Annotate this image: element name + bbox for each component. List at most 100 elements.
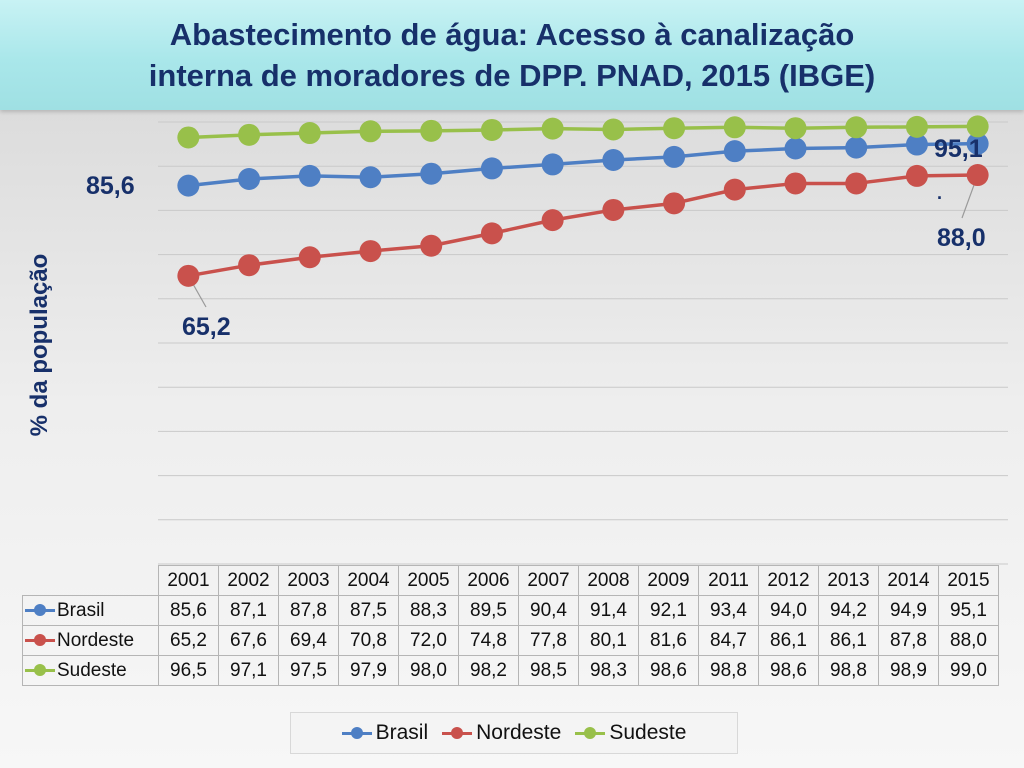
year-header-2006: 2006 xyxy=(458,565,519,596)
table-cell: 86,1 xyxy=(758,625,819,656)
data-point-nordeste-2002 xyxy=(238,254,261,277)
data-point-sudeste-2015 xyxy=(966,115,989,138)
year-header-2003: 2003 xyxy=(278,565,339,596)
callout-nordeste-2015: 88,0 xyxy=(937,224,986,252)
chart-title-line-1: Abastecimento de água: Acesso à canaliza… xyxy=(169,17,855,52)
table-header-row: 2001 2002 2003 2004 2005 2006 2007 2008 2009 2011… xyxy=(22,565,999,596)
table-cell: 98,0 xyxy=(398,655,459,686)
year-header-2007: 2007 xyxy=(518,565,579,596)
data-point-sudeste-2014 xyxy=(905,115,928,138)
table-cell: 97,5 xyxy=(278,655,339,686)
data-point-sudeste-2001 xyxy=(177,126,200,149)
table-cell: 69,4 xyxy=(278,625,339,656)
data-point-sudeste-2003 xyxy=(298,122,321,145)
year-header-2004: 2004 xyxy=(338,565,399,596)
series-name-cell: Nordeste xyxy=(22,625,159,656)
data-point-nordeste-2008 xyxy=(602,198,625,221)
year-header-2002: 2002 xyxy=(218,565,279,596)
year-header-2009: 2009 xyxy=(638,565,699,596)
callout-brasil-2015: 95,1 xyxy=(934,135,983,163)
table-cell: 81,6 xyxy=(638,625,699,656)
table-cell: 65,2 xyxy=(158,625,219,656)
legend-item-brasil: Brasil xyxy=(341,721,429,745)
series-name-label: Brasil xyxy=(57,599,105,621)
table-cell: 98,6 xyxy=(638,655,699,686)
series-marker-icon xyxy=(341,727,372,739)
data-point-nordeste-2007 xyxy=(541,209,564,232)
series-name-label: Nordeste xyxy=(57,629,135,651)
data-point-brasil-2014 xyxy=(905,133,928,156)
data-point-nordeste-2006 xyxy=(480,222,503,245)
table-cell: 70,8 xyxy=(338,625,399,656)
table-cell: 98,9 xyxy=(878,655,939,686)
table-cell: 98,6 xyxy=(758,655,819,686)
data-point-brasil-2015 xyxy=(966,132,989,155)
data-point-nordeste-2012 xyxy=(784,172,807,195)
data-point-brasil-2007 xyxy=(541,153,564,176)
table-cell: 94,2 xyxy=(818,595,879,626)
year-header-2011: 2011 xyxy=(698,565,759,596)
legend-label: Brasil xyxy=(375,721,429,744)
table-cell: 98,3 xyxy=(578,655,639,686)
chart-legend: Brasil Nordeste Sudeste xyxy=(290,712,738,754)
year-header-2014: 2014 xyxy=(878,565,939,596)
chart-header: Abastecimento de água: Acesso à canaliza… xyxy=(0,0,1024,110)
series-marker-icon xyxy=(25,634,55,647)
data-point-nordeste-2004 xyxy=(359,240,382,263)
table-cell: 92,1 xyxy=(638,595,699,626)
table-cell: 97,1 xyxy=(218,655,279,686)
data-point-nordeste-2009 xyxy=(663,192,686,215)
data-point-nordeste-2014 xyxy=(905,164,928,187)
data-point-sudeste-2007 xyxy=(541,117,564,140)
data-point-sudeste-2008 xyxy=(602,118,625,141)
series-marker-icon xyxy=(25,664,55,677)
table-cell: 80,1 xyxy=(578,625,639,656)
data-point-sudeste-2012 xyxy=(784,117,807,140)
data-point-sudeste-2002 xyxy=(238,123,261,146)
table-cell: 94,9 xyxy=(878,595,939,626)
table-cell: 94,0 xyxy=(758,595,819,626)
data-point-sudeste-2005 xyxy=(420,119,443,142)
table-cell: 93,4 xyxy=(698,595,759,626)
data-point-sudeste-2004 xyxy=(359,120,382,143)
data-point-brasil-2011 xyxy=(723,140,746,163)
table-cell: 77,8 xyxy=(518,625,579,656)
table-cell: 88,3 xyxy=(398,595,459,626)
callout-brasil-2001: 85,6 xyxy=(86,172,135,200)
data-point-sudeste-2013 xyxy=(845,116,868,139)
table-cell: 67,6 xyxy=(218,625,279,656)
data-point-brasil-2002 xyxy=(238,168,261,191)
table-cell: 96,5 xyxy=(158,655,219,686)
y-axis-label-text: % da população xyxy=(26,253,53,437)
data-point-brasil-2008 xyxy=(602,149,625,172)
data-point-brasil-2013 xyxy=(845,136,868,159)
callout-nordeste-2001: 65,2 xyxy=(182,313,231,341)
table-cell: 85,6 xyxy=(158,595,219,626)
data-point-brasil-2004 xyxy=(359,166,382,189)
year-header-2005: 2005 xyxy=(398,565,459,596)
data-point-nordeste-2003 xyxy=(298,246,321,269)
table-cell: 87,5 xyxy=(338,595,399,626)
data-point-brasil-2012 xyxy=(784,137,807,160)
table-cell: 95,1 xyxy=(938,595,999,626)
data-point-sudeste-2011 xyxy=(723,116,746,139)
series-marker-icon xyxy=(575,727,606,739)
data-point-brasil-2005 xyxy=(420,162,443,185)
series-marker-icon xyxy=(442,727,473,739)
table-cell: 87,8 xyxy=(278,595,339,626)
data-point-nordeste-2011 xyxy=(723,178,746,201)
series-name-cell: Sudeste xyxy=(22,655,159,686)
year-header-2012: 2012 xyxy=(758,565,819,596)
legend-label: Nordeste xyxy=(476,721,562,744)
table-cell: 87,8 xyxy=(878,625,939,656)
data-table: 2001 2002 2003 2004 2005 2006 2007 2008 2009 2011… xyxy=(22,565,999,686)
data-point-brasil-2003 xyxy=(298,164,321,187)
series-marker-icon xyxy=(25,604,55,617)
year-header-2013: 2013 xyxy=(818,565,879,596)
callout-dot: . xyxy=(937,183,943,203)
data-point-brasil-2006 xyxy=(480,157,503,180)
data-point-nordeste-2013 xyxy=(845,172,868,195)
series-name-label: Sudeste xyxy=(57,659,127,681)
table-corner-cell xyxy=(22,565,159,596)
table-cell: 99,0 xyxy=(938,655,999,686)
